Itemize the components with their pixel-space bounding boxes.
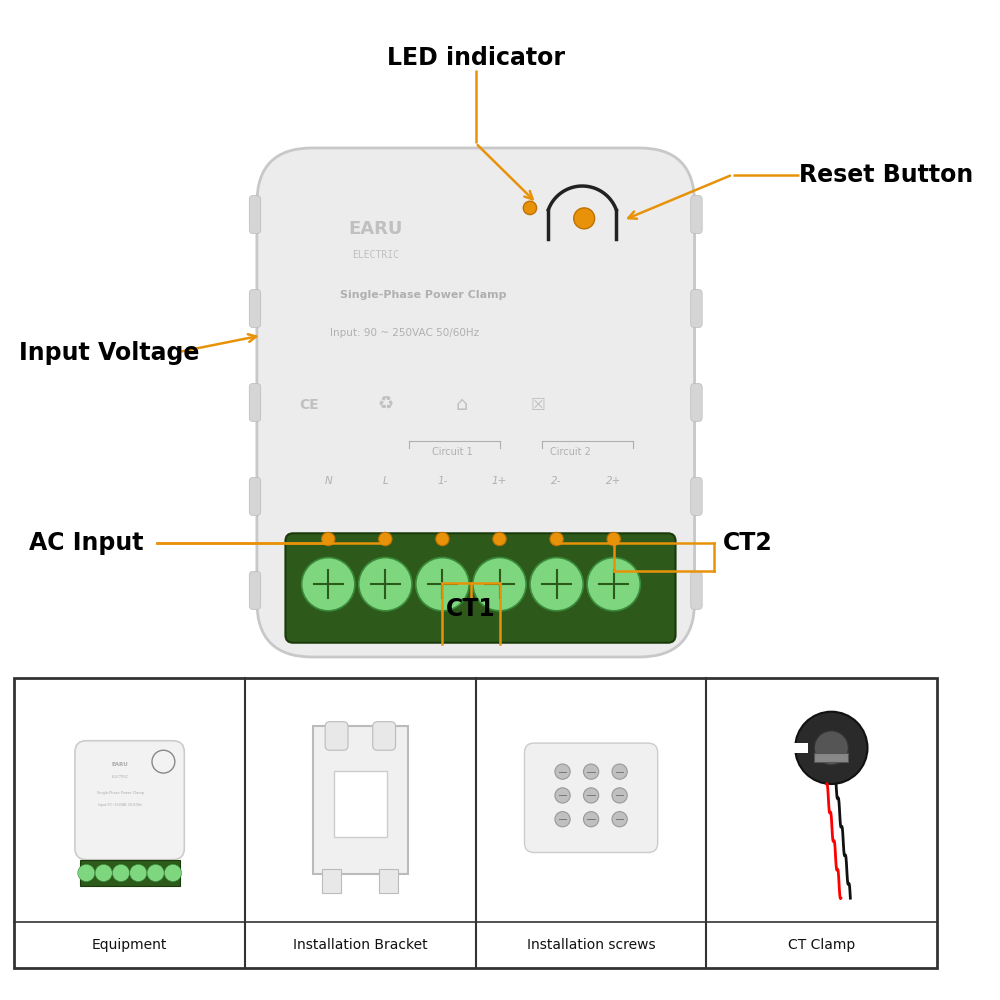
Bar bbox=[334, 771, 387, 837]
Circle shape bbox=[112, 864, 130, 882]
Text: L: L bbox=[382, 476, 388, 486]
Circle shape bbox=[78, 864, 95, 882]
FancyBboxPatch shape bbox=[249, 383, 261, 422]
FancyBboxPatch shape bbox=[249, 477, 261, 515]
Text: ♻: ♻ bbox=[377, 396, 393, 414]
Circle shape bbox=[814, 731, 848, 765]
Text: CT Clamp: CT Clamp bbox=[788, 938, 855, 952]
Circle shape bbox=[473, 558, 526, 611]
Text: Single-Phase Power Clamp: Single-Phase Power Clamp bbox=[340, 290, 507, 300]
Circle shape bbox=[523, 201, 537, 215]
Text: CT1: CT1 bbox=[446, 597, 496, 621]
FancyBboxPatch shape bbox=[524, 743, 658, 853]
Text: ELECTRIC: ELECTRIC bbox=[112, 775, 129, 779]
FancyBboxPatch shape bbox=[373, 722, 396, 750]
Circle shape bbox=[550, 532, 563, 546]
Bar bbox=[80, 860, 180, 886]
Bar bbox=[379, 869, 398, 893]
Circle shape bbox=[607, 532, 620, 546]
Text: Reset Button: Reset Button bbox=[799, 163, 973, 187]
Circle shape bbox=[530, 558, 583, 611]
FancyBboxPatch shape bbox=[691, 383, 702, 422]
Text: AC Input: AC Input bbox=[29, 531, 143, 555]
Text: Circuit 1: Circuit 1 bbox=[432, 447, 472, 457]
Circle shape bbox=[95, 864, 112, 882]
Circle shape bbox=[493, 532, 506, 546]
FancyBboxPatch shape bbox=[325, 722, 348, 750]
FancyBboxPatch shape bbox=[691, 477, 702, 515]
Text: Single-Phase Power Clamp: Single-Phase Power Clamp bbox=[97, 791, 144, 795]
Text: Input Voltage: Input Voltage bbox=[19, 341, 199, 365]
Circle shape bbox=[583, 812, 599, 827]
Text: LED indicator: LED indicator bbox=[387, 46, 565, 70]
Text: Equipment: Equipment bbox=[92, 938, 167, 952]
FancyBboxPatch shape bbox=[285, 533, 676, 643]
FancyBboxPatch shape bbox=[249, 571, 261, 609]
FancyBboxPatch shape bbox=[691, 289, 702, 328]
Circle shape bbox=[795, 712, 867, 784]
Text: ☒: ☒ bbox=[530, 396, 545, 414]
FancyBboxPatch shape bbox=[75, 741, 184, 860]
Bar bbox=[793, 743, 808, 753]
Circle shape bbox=[302, 558, 355, 611]
FancyBboxPatch shape bbox=[691, 196, 702, 234]
Circle shape bbox=[583, 764, 599, 779]
Circle shape bbox=[555, 788, 570, 803]
Circle shape bbox=[587, 558, 640, 611]
Text: EARU: EARU bbox=[112, 762, 128, 767]
Circle shape bbox=[147, 864, 164, 882]
Text: EARU: EARU bbox=[349, 220, 403, 238]
Circle shape bbox=[379, 532, 392, 546]
Bar bbox=[313, 726, 408, 874]
Text: Installation Bracket: Installation Bracket bbox=[293, 938, 428, 952]
Text: 2-: 2- bbox=[551, 476, 562, 486]
Bar bbox=[814, 753, 848, 762]
Text: Installation screws: Installation screws bbox=[527, 938, 655, 952]
Text: Input: 90 ~ 250VAC 50/60Hz: Input: 90 ~ 250VAC 50/60Hz bbox=[330, 328, 479, 338]
Circle shape bbox=[164, 864, 181, 882]
FancyBboxPatch shape bbox=[249, 196, 261, 234]
Circle shape bbox=[359, 558, 412, 611]
Circle shape bbox=[583, 788, 599, 803]
Circle shape bbox=[416, 558, 469, 611]
FancyBboxPatch shape bbox=[257, 148, 695, 657]
Circle shape bbox=[612, 812, 627, 827]
Text: CE: CE bbox=[299, 398, 319, 412]
Text: CT2: CT2 bbox=[723, 531, 773, 555]
Circle shape bbox=[574, 208, 595, 229]
Text: ⌂: ⌂ bbox=[455, 395, 468, 414]
Circle shape bbox=[130, 864, 147, 882]
Text: 1+: 1+ bbox=[492, 476, 507, 486]
Circle shape bbox=[436, 532, 449, 546]
Circle shape bbox=[612, 788, 627, 803]
Circle shape bbox=[612, 764, 627, 779]
Text: N: N bbox=[324, 476, 332, 486]
Circle shape bbox=[555, 812, 570, 827]
FancyBboxPatch shape bbox=[249, 289, 261, 328]
Text: Circuit 2: Circuit 2 bbox=[550, 447, 591, 457]
Text: Input:90~250VAC 50/60Hz: Input:90~250VAC 50/60Hz bbox=[98, 803, 142, 807]
FancyBboxPatch shape bbox=[691, 571, 702, 609]
Text: 2+: 2+ bbox=[606, 476, 621, 486]
Bar bbox=[14, 678, 937, 968]
Bar bbox=[322, 869, 341, 893]
Text: 1-: 1- bbox=[437, 476, 448, 486]
Text: ELECTRIC: ELECTRIC bbox=[352, 250, 399, 260]
Circle shape bbox=[322, 532, 335, 546]
Circle shape bbox=[555, 764, 570, 779]
